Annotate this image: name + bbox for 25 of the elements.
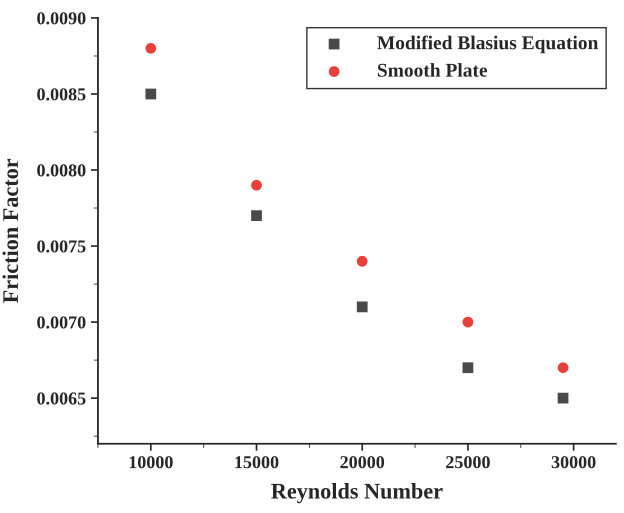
point	[462, 362, 474, 374]
point	[558, 392, 568, 404]
y-axis-title: Friction Factor	[2, 158, 18, 303]
point	[462, 316, 474, 328]
point	[251, 180, 262, 191]
y-tick-label: 0.0080	[37, 164, 86, 177]
x-tick-label: 25000	[446, 456, 490, 468]
x-tick-label: 30000	[552, 456, 596, 468]
point	[356, 302, 368, 312]
point	[145, 88, 156, 100]
x-tick-label: 10000	[130, 456, 173, 468]
y-tick-label: 0.0070	[37, 316, 86, 329]
y-tick-label: 0.0065	[37, 392, 86, 405]
point	[558, 362, 568, 374]
x-tick-label: 15000	[235, 456, 278, 468]
point	[145, 42, 156, 54]
legend-label: Smooth Plate	[378, 63, 488, 77]
point	[251, 210, 262, 222]
y-tick-label: 0.0085	[37, 88, 86, 101]
legend-label: Modified Blasius Equation	[377, 35, 598, 54]
point	[356, 256, 368, 267]
x-tick-label: 20000	[340, 456, 384, 468]
x-axis-title: Reynolds Number	[271, 483, 443, 504]
y-tick-label: 0.0075	[37, 240, 86, 253]
y-tick-label: 0.0090	[37, 12, 86, 24]
